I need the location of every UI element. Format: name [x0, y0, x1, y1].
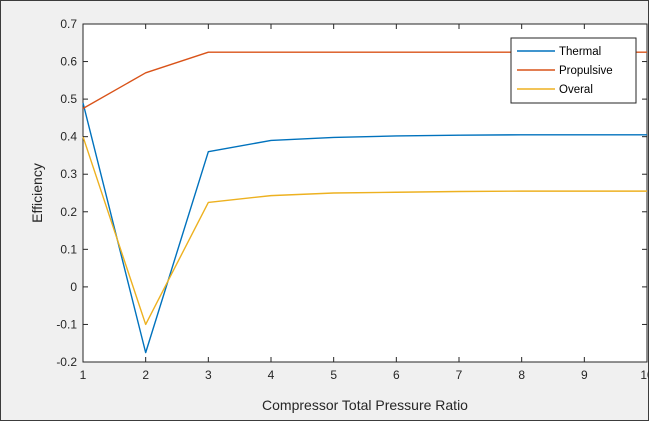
- x-tick-label: 10: [640, 368, 649, 382]
- y-tick-label: 0.3: [60, 167, 77, 181]
- series-line-overal: [82, 136, 647, 326]
- legend: Thermal Propulsive Overal: [510, 37, 637, 104]
- y-tick-label: 0.1: [60, 242, 77, 256]
- legend-label-overal: Overal: [559, 84, 593, 96]
- x-tick-label: 4: [268, 368, 275, 382]
- x-tick-label: 9: [581, 368, 588, 382]
- x-axis-label: Compressor Total Pressure Ratio: [262, 397, 468, 413]
- y-axis-label: Efficiency: [29, 163, 45, 223]
- legend-label-propulsive: Propulsive: [559, 65, 613, 77]
- y-tick-label: 0: [70, 280, 77, 294]
- x-tick-label: 7: [456, 368, 463, 382]
- y-tick-label: 0.5: [60, 92, 77, 106]
- x-tick-label: 8: [518, 368, 525, 382]
- legend-label-thermal: Thermal: [559, 46, 601, 58]
- ticks-layer: 1 2 3 4 5 6 7 8 9 10 -0.2 -0.1 0 0.1 0.2 0.3 0.4 0.5 0.6 0.…: [56, 17, 649, 382]
- x-tick-label: 5: [330, 368, 337, 382]
- series-line-thermal: [82, 102, 647, 354]
- y-tick-label: -0.2: [56, 355, 77, 369]
- y-tick-label: 0.2: [60, 205, 77, 219]
- x-tick-label: 1: [80, 368, 87, 382]
- y-tick-label: 0.6: [60, 55, 77, 69]
- x-tick-label: 2: [142, 368, 149, 382]
- y-tick-label: 0.4: [60, 130, 77, 144]
- x-tick-label: 6: [393, 368, 400, 382]
- y-tick-label: 0.7: [60, 17, 77, 31]
- x-tick-label: 3: [205, 368, 212, 382]
- y-tick-label: -0.1: [56, 317, 77, 331]
